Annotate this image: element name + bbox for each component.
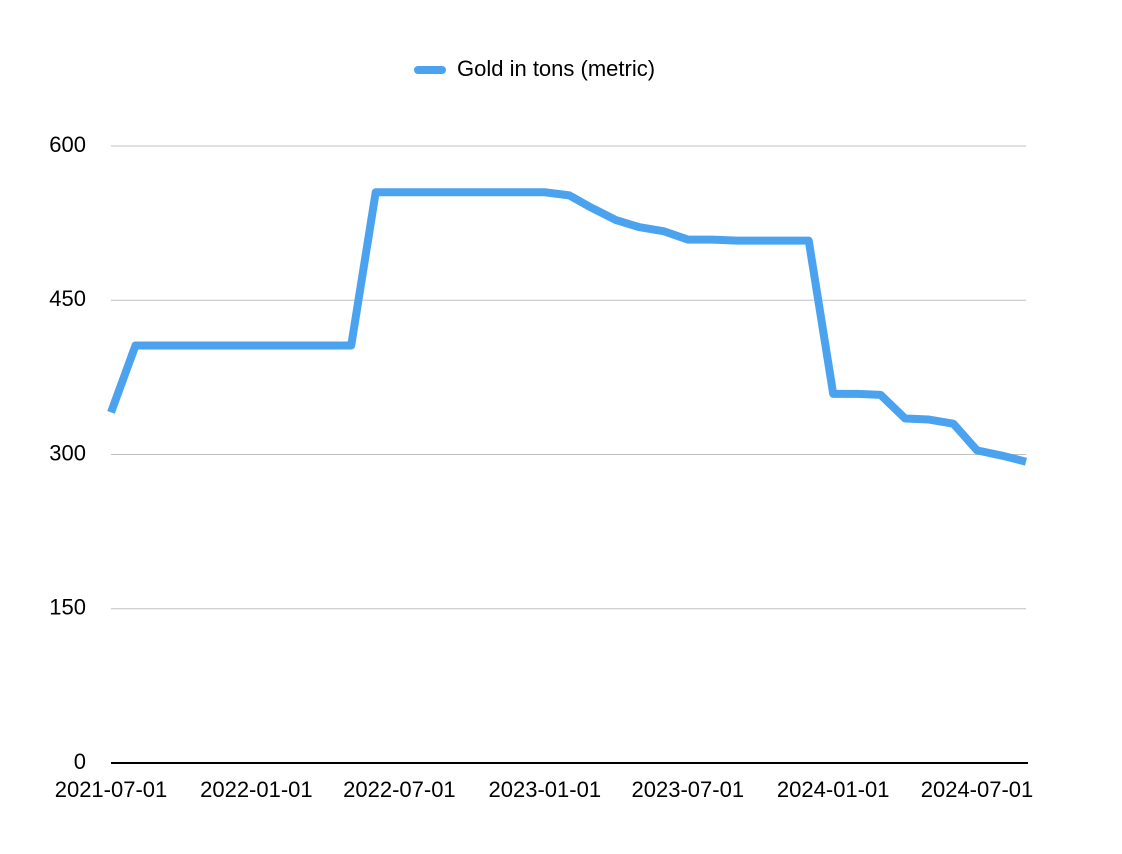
legend-label: Gold in tons (metric) <box>457 56 655 81</box>
y-tick-label: 300 <box>49 440 86 465</box>
x-tick-label: 2021-07-01 <box>55 777 168 802</box>
x-tick-label: 2023-01-01 <box>489 777 602 802</box>
x-tick-label: 2024-01-01 <box>777 777 890 802</box>
y-tick-label: 150 <box>49 595 86 620</box>
x-tick-label: 2023-07-01 <box>632 777 745 802</box>
x-tick-label: 2024-07-01 <box>921 777 1034 802</box>
y-tick-label: 600 <box>49 132 86 157</box>
x-tick-label: 2022-01-01 <box>200 777 313 802</box>
y-tick-label: 450 <box>49 286 86 311</box>
y-tick-label: 0 <box>74 749 86 774</box>
data-line <box>107 188 1027 466</box>
x-tick-label: 2022-07-01 <box>343 777 456 802</box>
